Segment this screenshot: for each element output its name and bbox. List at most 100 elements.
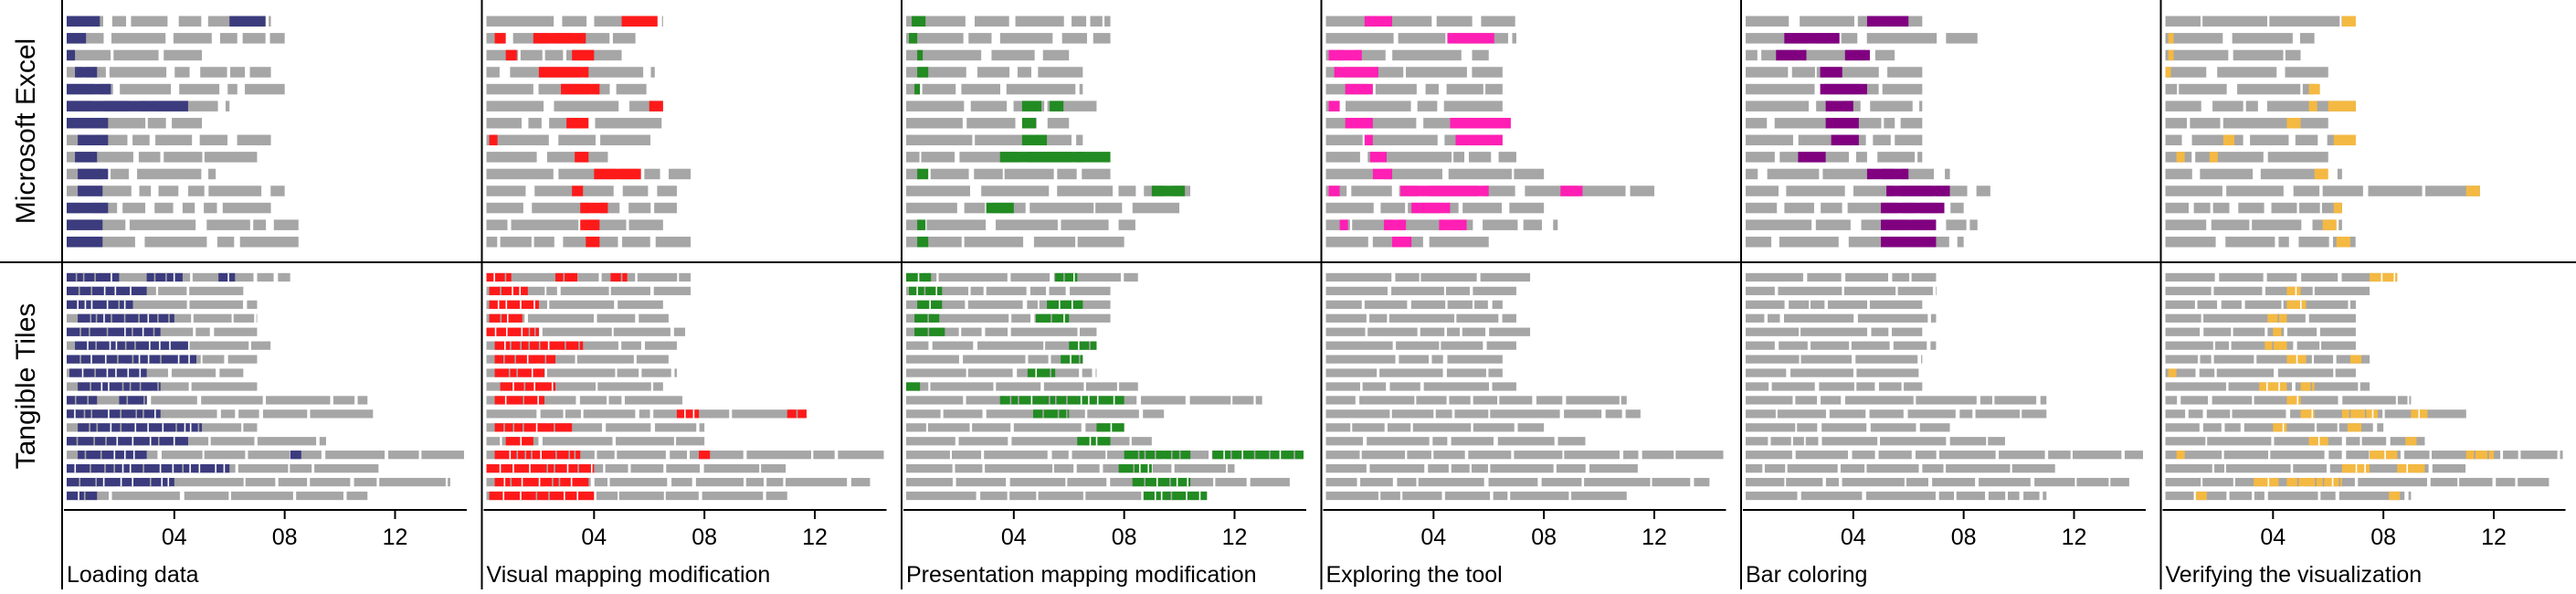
- activity-segment: [1325, 33, 1394, 44]
- segment-gap: [223, 464, 226, 473]
- activity-segment: [2203, 313, 2269, 323]
- activity-segment: [2165, 327, 2201, 336]
- activity-segment: [310, 409, 374, 419]
- activity-segment: [1801, 49, 1866, 61]
- segment-gap: [95, 313, 98, 323]
- activity-segment: [2188, 409, 2203, 419]
- task-segment: [1328, 101, 1340, 111]
- activity-segment: [1082, 368, 1093, 377]
- segment-gap: [74, 396, 77, 405]
- segment-gap: [1009, 396, 1012, 405]
- activity-segment: [486, 437, 501, 446]
- activity-segment: [655, 236, 692, 248]
- activity-segment: [639, 313, 669, 323]
- activity-segment: [1811, 341, 1850, 350]
- task-segment: [2300, 409, 2315, 419]
- activity-segment: [158, 286, 187, 296]
- activity-segment: [2503, 451, 2518, 460]
- task-segment: [1881, 236, 1937, 248]
- activity-segment: [1884, 117, 1895, 129]
- segment-gap: [132, 355, 134, 364]
- segment-gap: [157, 313, 159, 323]
- activity-segment: [1029, 202, 1094, 214]
- activity-segment: [1325, 327, 1366, 336]
- activity-segment: [975, 134, 1026, 146]
- activity-segment: [1325, 202, 1374, 214]
- activity-segment: [1523, 219, 1542, 230]
- activity-segment: [2293, 464, 2327, 473]
- segment-gap: [215, 464, 216, 473]
- task-segment: [500, 382, 556, 391]
- task-segment: [580, 202, 608, 214]
- segment-gap: [2474, 451, 2476, 460]
- task-segment: [2300, 382, 2315, 391]
- activity-segment: [676, 437, 705, 446]
- segment-gap: [1169, 477, 1171, 487]
- activity-segment: [2233, 327, 2265, 336]
- activity-segment: [1959, 409, 1973, 419]
- task-segment: [2370, 272, 2398, 282]
- activity-segment: [644, 168, 660, 180]
- segment-gap: [78, 491, 79, 501]
- segment-gap: [1137, 451, 1140, 460]
- segment-gap: [620, 272, 623, 282]
- activity-segment: [2341, 272, 2393, 282]
- segment-gap: [132, 437, 134, 446]
- activity-segment: [732, 409, 798, 419]
- task-segment: [2222, 134, 2235, 146]
- activity-segment: [1805, 437, 1819, 446]
- segment-gap: [153, 272, 156, 282]
- activity-segment: [583, 409, 636, 419]
- activity-segment: [549, 423, 602, 432]
- activity-segment: [219, 368, 244, 377]
- activity-segment: [1429, 236, 1489, 248]
- activity-segment: [1435, 409, 1452, 419]
- activity-segment: [325, 451, 385, 460]
- activity-segment: [1446, 327, 1460, 336]
- segment-gap: [172, 464, 174, 473]
- activity-segment: [1090, 16, 1103, 27]
- activity-segment: [2231, 341, 2294, 350]
- segment-gap: [1078, 341, 1080, 350]
- activity-segment: [1746, 236, 1772, 248]
- activity-segment: [1874, 49, 1895, 61]
- task-segment: [67, 355, 196, 364]
- activity-segment: [120, 83, 172, 95]
- segment-gap: [512, 423, 515, 432]
- activity-segment: [906, 152, 920, 163]
- task-segment: [1047, 300, 1083, 309]
- activity-segment: [2321, 341, 2356, 350]
- task-segment: [917, 236, 929, 248]
- activity-segment: [1880, 437, 1947, 446]
- activity-segment: [227, 83, 238, 95]
- activity-segment: [257, 437, 317, 446]
- task-segment: [2195, 491, 2207, 501]
- segment-gap: [138, 355, 141, 364]
- activity-segment: [1980, 396, 1992, 405]
- activity-segment: [1391, 286, 1444, 296]
- activity-segment: [2267, 491, 2318, 501]
- task-segment: [2286, 117, 2301, 129]
- activity-segment: [671, 477, 692, 487]
- segment-gap: [1110, 423, 1113, 432]
- activity-segment: [1498, 152, 1516, 163]
- task-segment: [912, 16, 926, 27]
- segment-gap: [510, 477, 512, 487]
- activity-segment: [155, 134, 193, 146]
- activity-segment: [1325, 236, 1368, 248]
- segment-gap: [1187, 477, 1188, 487]
- activity-segment: [2165, 117, 2187, 129]
- activity-segment: [2459, 477, 2493, 487]
- segment-gap: [90, 382, 91, 391]
- segment-gap: [1279, 451, 1282, 460]
- activity-segment: [220, 409, 236, 419]
- activity-segment: [2360, 382, 2370, 391]
- activity-segment: [562, 16, 587, 27]
- segment-gap: [551, 382, 554, 391]
- segment-gap: [2338, 477, 2341, 487]
- activity-segment: [2254, 396, 2289, 405]
- activity-segment: [245, 83, 285, 95]
- activity-segment: [2213, 355, 2254, 364]
- segment-gap: [935, 286, 937, 296]
